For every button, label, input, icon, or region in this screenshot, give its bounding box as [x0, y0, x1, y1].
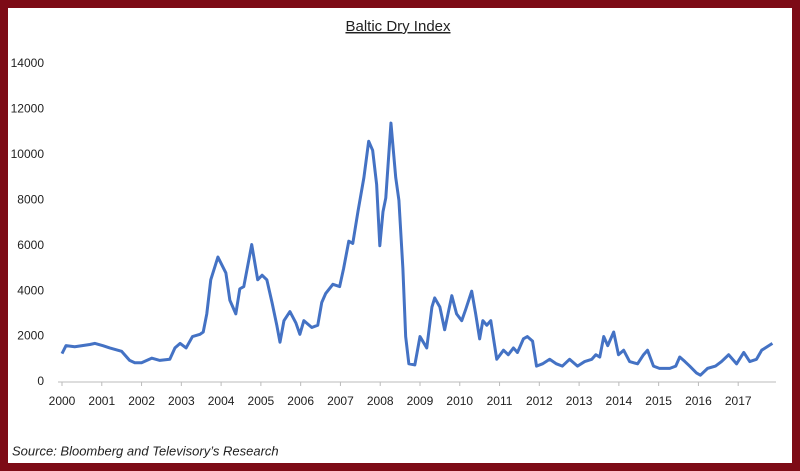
x-tick-label: 2004 — [208, 394, 235, 408]
data-line — [60, 121, 774, 377]
x-tick-label: 2014 — [606, 394, 633, 408]
x-tick-label: 2011 — [487, 394, 513, 408]
x-tick-label: 2001 — [88, 394, 115, 408]
x-tick-label: 2007 — [327, 394, 354, 408]
y-tick-label: 0 — [37, 374, 44, 388]
y-tick-label: 2000 — [17, 329, 44, 343]
x-tick-label: 2016 — [685, 394, 712, 408]
x-tick-label: 2013 — [566, 394, 593, 408]
x-tick-label: 2008 — [367, 394, 394, 408]
chart-title: Baltic Dry Index — [345, 18, 451, 35]
x-tick-label: 2000 — [49, 394, 76, 408]
x-tick-label: 2010 — [446, 394, 473, 408]
x-tick-label: 2012 — [526, 394, 553, 408]
y-tick-label: 8000 — [17, 192, 44, 206]
x-tick-label: 2006 — [287, 394, 314, 408]
x-tick-label: 2015 — [645, 394, 672, 408]
source-note: Source: Bloomberg and Televisory’s Resea… — [12, 443, 279, 458]
x-tick-label: 2002 — [128, 394, 155, 408]
y-tick-label: 10000 — [11, 147, 45, 161]
x-tick-label: 2005 — [248, 394, 275, 408]
y-tick-label: 6000 — [17, 238, 44, 252]
y-tick-label: 4000 — [17, 283, 44, 297]
x-tick-label: 2003 — [168, 394, 195, 408]
y-tick-label: 14000 — [11, 56, 45, 70]
x-tick-label: 2017 — [725, 394, 752, 408]
y-tick-label: 12000 — [11, 102, 45, 116]
x-tick-label: 2009 — [407, 394, 434, 408]
